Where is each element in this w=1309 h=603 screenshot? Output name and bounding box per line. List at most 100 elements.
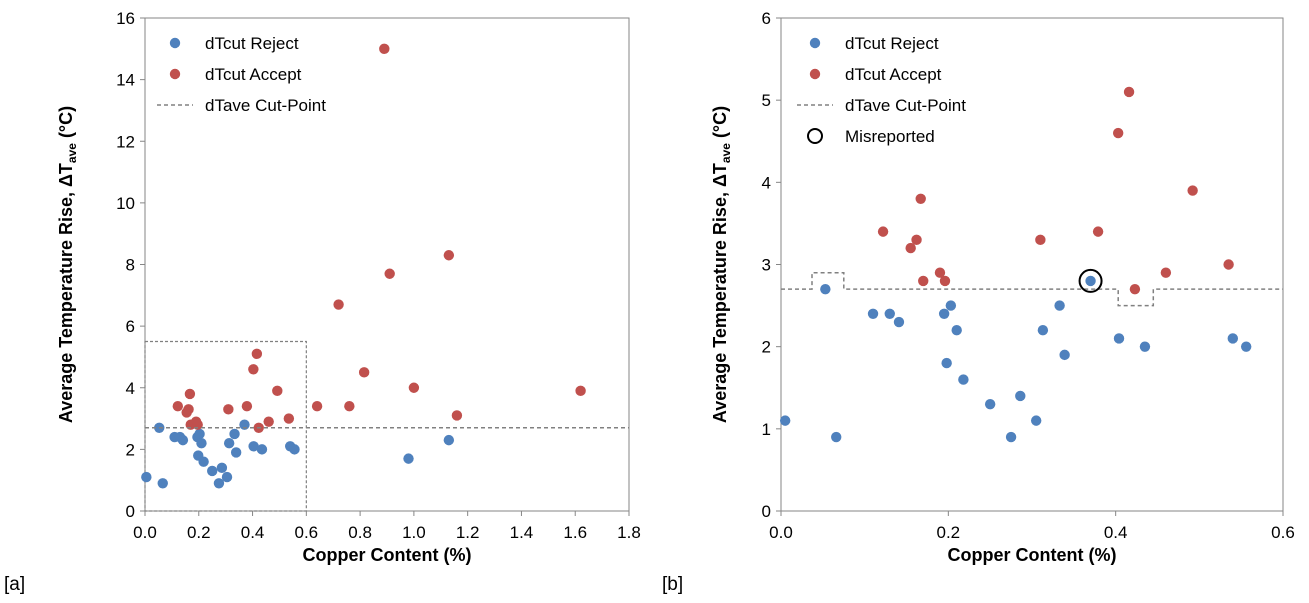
y-tick-label: 2: [762, 338, 771, 357]
y-tick-label: 8: [126, 256, 135, 275]
dtcut-accept-point: [451, 410, 463, 421]
dtcut-accept-point: [443, 250, 455, 261]
y-tick-label: 6: [126, 317, 135, 336]
x-tick-label: 0.4: [1104, 523, 1128, 542]
dtcut-accept-point: [915, 193, 926, 204]
dtcut-reject-point: [216, 462, 228, 474]
x-tick-label: 1.6: [563, 523, 587, 542]
panel-label-a: [a]: [4, 574, 26, 595]
dtcut-reject-point: [229, 428, 240, 440]
legend-label: dTcut Reject: [845, 34, 939, 53]
dtcut-accept-point: [905, 242, 916, 254]
dtcut-reject-point: [1227, 333, 1239, 344]
x-axis-title: Copper Content (%): [303, 545, 472, 565]
x-tick-label: 1.0: [402, 523, 426, 542]
dtcut-reject-point: [1005, 431, 1017, 443]
dtcut-accept-point: [379, 43, 390, 55]
dtcut-accept-point: [241, 401, 253, 412]
dtcut-reject-point: [403, 453, 414, 464]
dtcut-reject-point: [256, 444, 268, 455]
dtcut-reject-point: [893, 316, 905, 328]
dtcut-accept-point: [1129, 283, 1141, 295]
dtcut-reject-point: [239, 419, 250, 430]
dtcut-accept-point: [311, 401, 323, 412]
dtcut-accept-point: [408, 382, 420, 393]
dtcut-accept-point: [184, 388, 196, 400]
y-tick-label: 16: [116, 9, 135, 28]
dtcut-reject-point: [1054, 300, 1065, 311]
dtcut-accept-point: [344, 401, 355, 412]
dtcut-reject-point: [248, 441, 259, 452]
legend-marker-swatch: [809, 68, 821, 80]
y-tick-label: 2: [126, 440, 135, 459]
dtcut-reject-point: [141, 471, 152, 483]
dtcut-accept-point: [358, 367, 370, 378]
dtcut-reject-point: [230, 447, 242, 458]
x-tick-label: 0.0: [769, 523, 793, 542]
dtcut-reject-point: [198, 456, 209, 467]
x-tick-label: 1.2: [456, 523, 480, 542]
dtcut-reject-point: [958, 374, 969, 385]
dtcut-reject-point: [1240, 341, 1252, 352]
y-axis-title: Average Temperature Rise, ΔTave (°C): [56, 106, 79, 423]
dtcut-accept-point: [877, 226, 889, 237]
dtcut-reject-point: [1085, 275, 1096, 287]
dtcut-reject-point: [1059, 349, 1070, 361]
dtcut-accept-point: [172, 401, 184, 412]
dtcut-reject-point: [1113, 333, 1125, 344]
dtcut-accept-point: [1123, 86, 1135, 98]
x-tick-label: 1.8: [617, 523, 641, 542]
dtcut-accept-point: [272, 385, 283, 397]
y-axis-title: Average Temperature Rise, ΔTave (°C): [710, 106, 733, 423]
legend-label: dTave Cut-Point: [845, 96, 966, 115]
dtcut-reject-point: [867, 308, 879, 319]
y-tick-label: 5: [762, 91, 771, 110]
dtcut-reject-point: [207, 465, 218, 477]
y-tick-label: 1: [762, 420, 771, 439]
panel-label-b: [b]: [662, 574, 684, 595]
y-tick-label: 4: [126, 379, 135, 398]
legend-label: dTcut Accept: [205, 65, 302, 84]
dtcut-accept-point: [263, 416, 274, 427]
x-axis-title: Copper Content (%): [948, 545, 1117, 565]
zoom-region-box: [144, 340, 307, 512]
chart-panel-a: 0 2 4 6 8 10 12 14 16 0.0 0.2 0.4 0.6 0.8 1.0 1.2 1.4 1.6…: [56, 9, 641, 565]
dtcut-reject-point: [1037, 325, 1049, 336]
y-tick-label: 12: [116, 132, 135, 151]
dtcut-reject-point: [177, 434, 189, 446]
dtcut-reject-point: [951, 325, 962, 336]
dtcut-reject-point: [194, 428, 205, 440]
dtcut-accept-point: [1187, 185, 1198, 196]
dtcut-reject-point: [221, 471, 233, 483]
legend-label: dTcut Accept: [845, 65, 942, 84]
dtcut-accept-point: [934, 267, 946, 278]
y-tick-label: 4: [762, 173, 771, 192]
dtcut-accept-point: [384, 268, 395, 279]
y-tick-label: 6: [762, 9, 771, 28]
cut-point-line: [781, 271, 1283, 307]
dtcut-reject-point: [1030, 415, 1042, 426]
dtcut-reject-point: [831, 431, 842, 443]
dtcut-reject-point: [1015, 390, 1026, 402]
dtcut-reject-point: [938, 308, 950, 319]
x-tick-label: 0.0: [133, 523, 157, 542]
dtcut-reject-point: [443, 434, 455, 446]
dtcut-reject-point: [984, 398, 996, 410]
plot-area-frame: [144, 17, 630, 512]
legend-marker-swatch: [809, 37, 821, 49]
chart-panel-b: 0 1 2 3 4 5 6 0.0 0.2 0.4 0.6 Copper Content (%) Ave…: [710, 9, 1295, 565]
x-tick-label: 1.4: [510, 523, 534, 542]
legend-marker-swatch: [169, 37, 181, 49]
y-tick-label: 10: [116, 194, 135, 213]
dtcut-accept-point: [1092, 226, 1104, 237]
x-tick-label: 0.6: [295, 523, 319, 542]
legend-circle-swatch: [807, 128, 823, 144]
dtcut-accept-point: [918, 275, 929, 287]
legend-marker-swatch: [169, 68, 181, 80]
dtcut-accept-point: [1160, 267, 1172, 278]
dtcut-accept-point: [911, 234, 922, 246]
x-tick-label: 0.2: [937, 523, 961, 542]
y-tick-label: 0: [126, 502, 135, 521]
dtcut-reject-point: [196, 438, 207, 449]
